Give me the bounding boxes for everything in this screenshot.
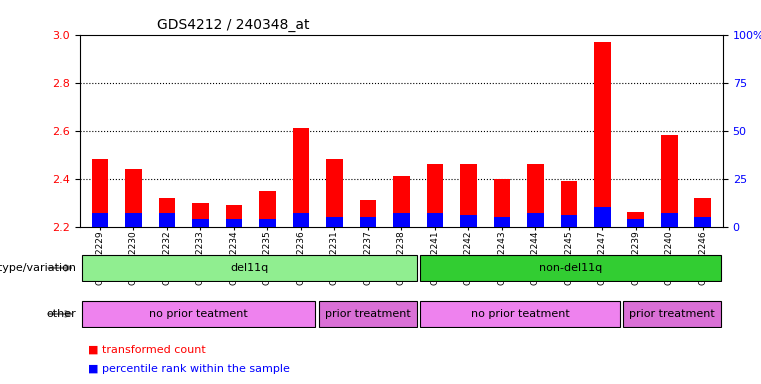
Text: del11q: del11q <box>230 263 268 273</box>
Bar <box>494 179 511 227</box>
Bar <box>359 217 376 227</box>
Bar <box>292 128 309 227</box>
Bar <box>359 200 376 227</box>
Bar <box>427 213 444 227</box>
Bar <box>393 213 410 227</box>
Text: no prior teatment: no prior teatment <box>149 309 248 319</box>
Bar <box>695 198 712 227</box>
Text: genotype/variation: genotype/variation <box>0 263 76 273</box>
Bar <box>661 136 678 227</box>
Bar <box>594 42 611 227</box>
FancyBboxPatch shape <box>319 301 417 327</box>
Text: prior treatment: prior treatment <box>629 309 715 319</box>
Bar <box>494 217 511 227</box>
Bar <box>628 212 645 227</box>
Bar <box>594 207 611 227</box>
Bar <box>225 205 242 227</box>
Bar <box>91 213 108 227</box>
FancyBboxPatch shape <box>420 255 721 281</box>
Bar <box>259 190 275 227</box>
Bar <box>192 219 209 227</box>
Bar <box>125 169 142 227</box>
Bar <box>91 159 108 227</box>
Bar <box>158 213 175 227</box>
Bar <box>292 213 309 227</box>
FancyBboxPatch shape <box>623 301 721 327</box>
Bar <box>561 181 578 227</box>
Bar <box>460 164 477 227</box>
Bar <box>259 219 275 227</box>
Text: other: other <box>46 309 76 319</box>
Bar <box>393 176 410 227</box>
Text: ■ transformed count: ■ transformed count <box>88 344 205 354</box>
Bar <box>326 159 342 227</box>
Bar <box>158 198 175 227</box>
FancyBboxPatch shape <box>81 255 417 281</box>
Bar <box>661 213 678 227</box>
Text: GDS4212 / 240348_at: GDS4212 / 240348_at <box>157 18 310 32</box>
Text: prior treatment: prior treatment <box>325 309 410 319</box>
Bar <box>326 217 342 227</box>
FancyBboxPatch shape <box>420 301 619 327</box>
FancyBboxPatch shape <box>81 301 315 327</box>
Bar <box>561 215 578 227</box>
Text: ■ percentile rank within the sample: ■ percentile rank within the sample <box>88 364 289 374</box>
Bar <box>460 215 477 227</box>
Bar <box>125 213 142 227</box>
Bar <box>427 164 444 227</box>
Bar <box>628 219 645 227</box>
Bar <box>695 217 712 227</box>
Bar <box>527 164 544 227</box>
Bar <box>192 203 209 227</box>
Bar <box>225 219 242 227</box>
Bar <box>527 213 544 227</box>
Text: non-del11q: non-del11q <box>539 263 602 273</box>
Text: no prior teatment: no prior teatment <box>470 309 569 319</box>
